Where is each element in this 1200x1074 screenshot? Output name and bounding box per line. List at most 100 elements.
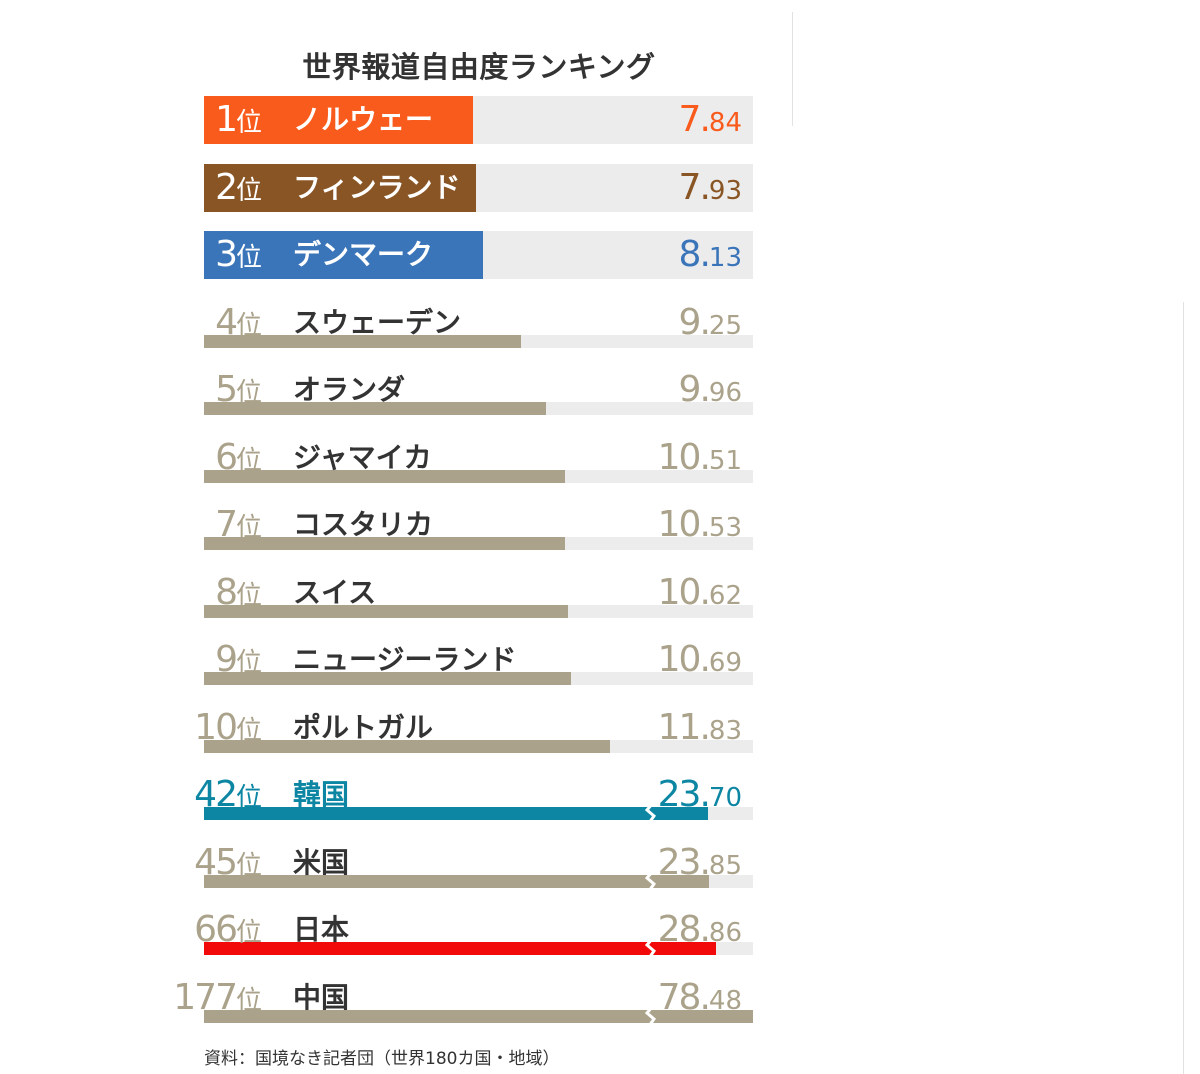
chart-row: 8位 スイス 10.62	[0, 569, 1200, 629]
score-integer: 10.	[657, 504, 711, 545]
score-decimal: 96	[708, 378, 742, 408]
rank-number: 42	[194, 774, 238, 815]
score-label: 7.84	[679, 98, 742, 148]
chart-title: 世界報道自由度ランキング	[302, 50, 656, 84]
rank-suffix: 位	[235, 715, 262, 746]
axis-break-mark	[644, 938, 657, 959]
rank-suffix: 位	[235, 918, 262, 948]
bar	[204, 163, 477, 212]
score-label: 11.83	[658, 706, 742, 756]
rank-label: 1位	[215, 98, 262, 148]
score-decimal: 69	[708, 648, 742, 678]
score-decimal: 86	[708, 918, 742, 948]
rank-number: 3	[215, 234, 238, 275]
country-name: ジャマイカ	[293, 440, 432, 474]
score-integer: 23.	[657, 841, 711, 883]
bar	[204, 96, 473, 144]
rank-number: 8	[215, 571, 238, 613]
axis-break-mark	[644, 870, 657, 892]
chart-row: 1位 ノルウェー 7.84	[0, 96, 1200, 156]
country-name: フィンランド	[293, 170, 461, 204]
chart-row: 9位 ニュージーランド 10.69	[0, 636, 1200, 696]
score-integer: 9.	[678, 301, 711, 343]
rank-label: 7位	[215, 503, 262, 553]
rank-number: 2	[215, 166, 238, 208]
rank-label: 4位	[215, 301, 262, 351]
rank-label: 66位	[194, 908, 262, 958]
chart-row: 42位 韓国 23.70	[0, 771, 1200, 831]
country-name: スイス	[293, 575, 377, 609]
rank-number: 6	[215, 436, 238, 478]
rank-label: 42位	[194, 773, 262, 823]
bar	[204, 231, 483, 279]
divider-line	[792, 12, 793, 126]
rank-suffix: 位	[235, 850, 262, 881]
rank-label: 10位	[194, 706, 262, 756]
chart-row: 2位 フィンランド 7.93	[0, 163, 1200, 224]
score-label: 8.13	[679, 233, 742, 283]
chart-row: 66位 日本 28.86	[0, 906, 1200, 966]
score-decimal: 70	[708, 783, 742, 813]
score-integer: 10.	[657, 436, 711, 478]
score-decimal: 62	[708, 580, 742, 611]
chart-row: 4位 スウェーデン 9.25	[0, 299, 1200, 359]
rank-number: 7	[215, 504, 238, 545]
rank-label: 6位	[215, 436, 262, 486]
bar	[204, 807, 709, 820]
bar	[204, 604, 569, 618]
score-decimal: 85	[708, 850, 742, 881]
rank-label: 45位	[194, 841, 262, 891]
chart-row: 45位 米国 23.85	[0, 839, 1200, 899]
rank-suffix: 位	[235, 310, 262, 341]
chart-row: 177位 中国 78.48	[0, 974, 1200, 1034]
bar	[204, 739, 610, 753]
score-label: 28.86	[658, 908, 742, 958]
country-name: ニュージーランド	[293, 643, 517, 676]
rank-label: 9位	[215, 638, 262, 688]
rank-label: 8位	[215, 571, 262, 621]
rank-suffix: 位	[235, 783, 262, 813]
score-integer: 7.	[678, 166, 711, 208]
country-name: 韓国	[293, 778, 350, 811]
country-name: 日本	[293, 913, 350, 946]
rank-number: 1	[215, 99, 238, 140]
score-decimal: 53	[708, 513, 742, 543]
score-decimal: 51	[708, 445, 742, 476]
score-label: 9.25	[679, 301, 742, 351]
rank-suffix: 位	[235, 175, 262, 206]
bar	[204, 672, 571, 685]
country-name: 米国	[293, 845, 350, 879]
rank-label: 2位	[215, 166, 262, 216]
score-decimal: 48	[708, 985, 742, 1016]
chart-row: 7位 コスタリカ 10.53	[0, 501, 1200, 561]
score-label: 10.51	[658, 436, 742, 486]
country-name: コスタリカ	[293, 508, 434, 541]
rank-label: 177位	[173, 976, 262, 1026]
score-integer: 7.	[678, 99, 711, 140]
score-label: 9.96	[679, 368, 742, 418]
score-decimal: 13	[708, 243, 742, 273]
score-label: 10.69	[658, 638, 742, 688]
score-integer: 8.	[678, 234, 711, 275]
bar	[204, 469, 565, 483]
score-integer: 28.	[657, 909, 711, 950]
score-integer: 78.	[657, 976, 711, 1018]
score-label: 23.70	[658, 773, 742, 823]
score-label: 7.93	[679, 166, 742, 216]
score-label: 78.48	[658, 976, 742, 1026]
bar	[204, 334, 522, 348]
country-name: ノルウェー	[293, 103, 434, 136]
rank-suffix: 位	[235, 580, 262, 611]
chart-row: 5位 オランダ 9.96	[0, 366, 1200, 426]
chart-row: 3位 デンマーク 8.13	[0, 231, 1200, 291]
chart-row: 6位 ジャマイカ 10.51	[0, 434, 1200, 494]
rank-number: 66	[194, 909, 238, 950]
chart-row: 10位 ポルトガル 11.83	[0, 704, 1200, 764]
rank-number: 9	[215, 639, 238, 680]
rank-number: 5	[215, 369, 238, 410]
rank-suffix: 位	[235, 985, 262, 1016]
score-integer: 10.	[657, 571, 711, 613]
country-name: 中国	[293, 980, 350, 1014]
score-integer: 9.	[678, 369, 711, 410]
axis-break-mark	[644, 1005, 657, 1027]
